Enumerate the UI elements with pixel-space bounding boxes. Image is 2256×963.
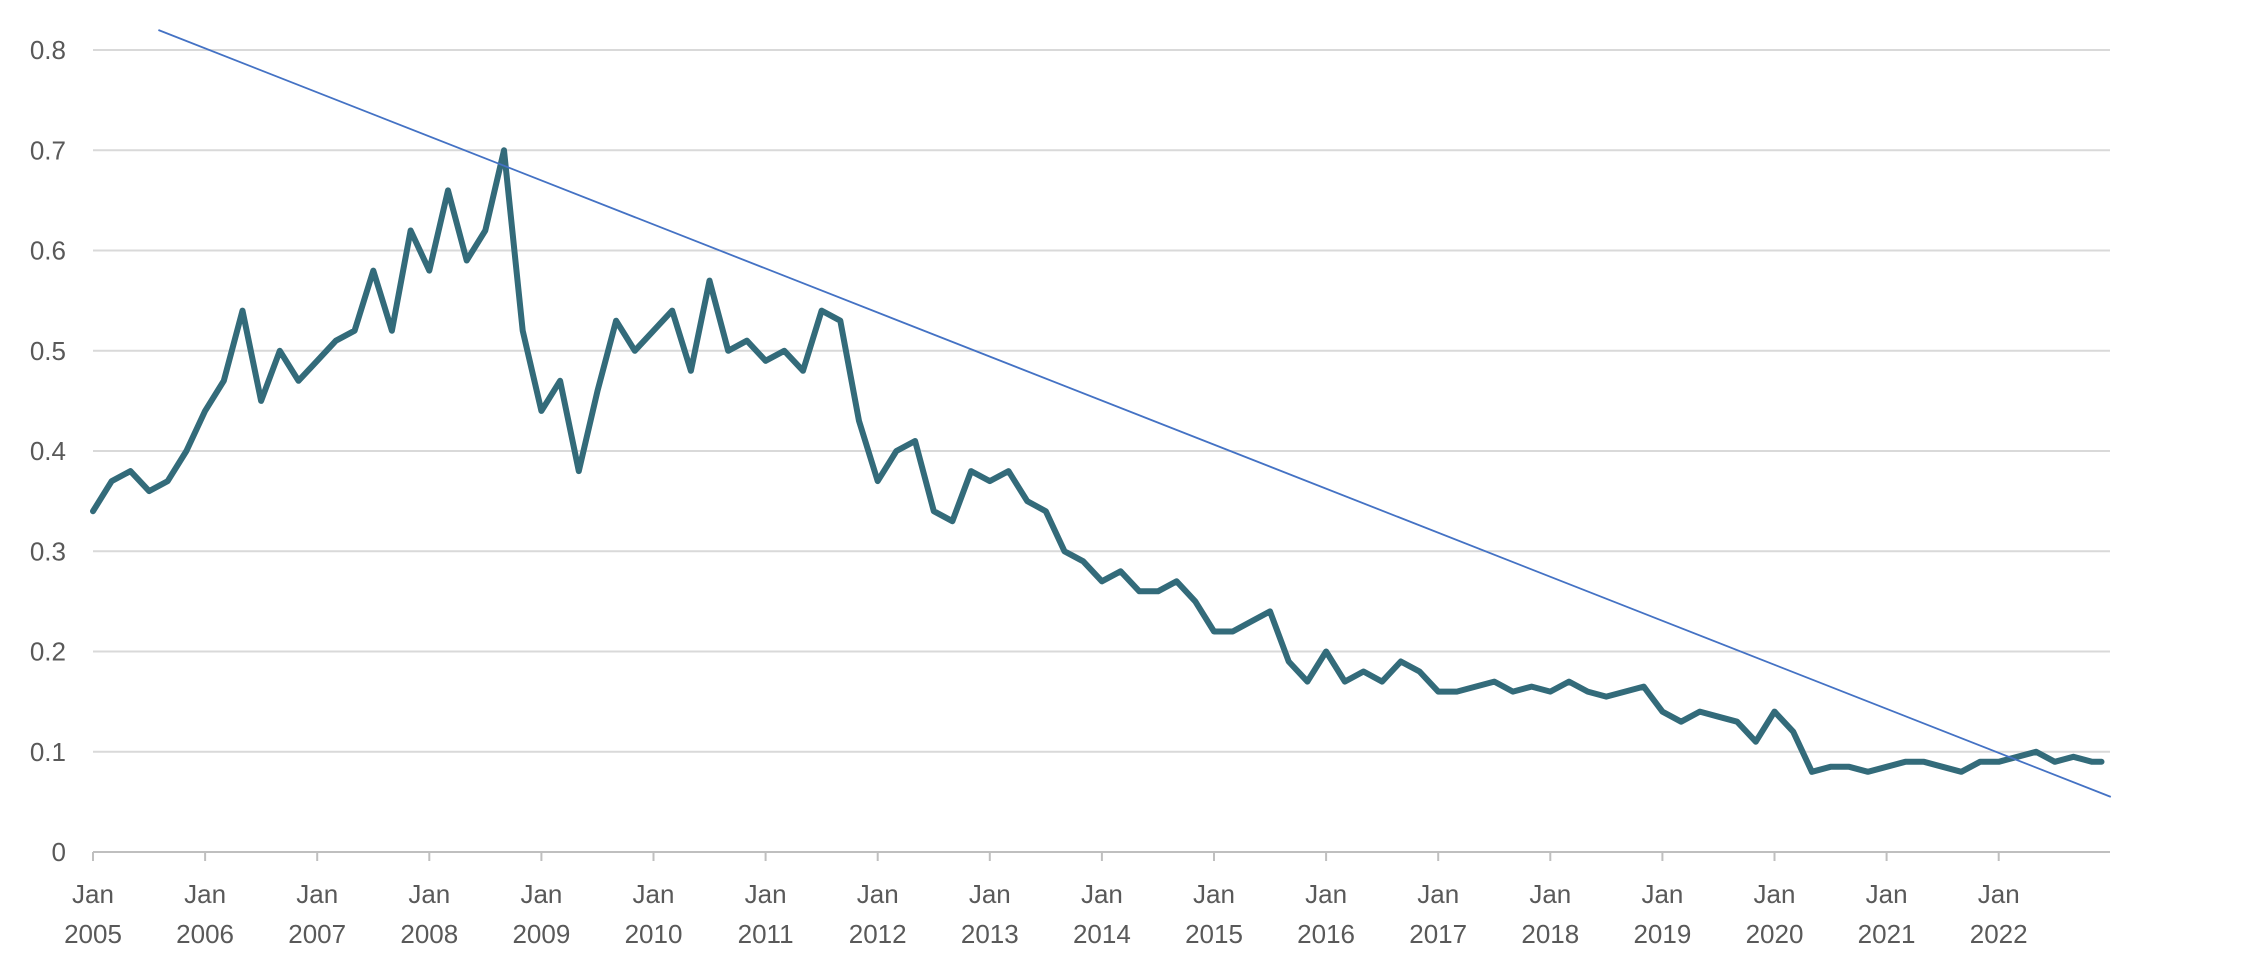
grid-layer — [93, 49, 2110, 753]
y-tick-label: 0.5 — [30, 336, 66, 366]
x-tick-label-month: Jan — [1081, 879, 1123, 909]
x-tick-label-month: Jan — [296, 879, 338, 909]
x-tick-label-month: Jan — [633, 879, 675, 909]
x-tick-label-month: Jan — [969, 879, 1011, 909]
x-tick-label-year: 2011 — [738, 919, 794, 949]
x-tick-label-year: 2010 — [625, 919, 683, 949]
y-tick-label: 0.4 — [30, 436, 66, 466]
x-tick-label-month: Jan — [745, 879, 787, 909]
label-layer: 0 0.1 0.2 0.3 0.4 0.5 0.6 0.7 0.8 Jan 2005 Jan 2006 J… — [30, 35, 2028, 949]
x-tick-label-month: Jan — [184, 879, 226, 909]
y-tick-label: 0.1 — [30, 737, 66, 767]
x-tick-label-year: 2013 — [961, 919, 1019, 949]
y-tick-label: 0.7 — [30, 135, 66, 165]
x-tick-label-month: Jan — [408, 879, 450, 909]
x-tick-label-year: 2007 — [288, 919, 346, 949]
x-tick-label-month: Jan — [1978, 879, 2020, 909]
x-tick-label-year: 2015 — [1185, 919, 1243, 949]
x-tick-label-year: 2009 — [512, 919, 570, 949]
x-tick-label-month: Jan — [1417, 879, 1459, 909]
x-tick-label-year: 2012 — [849, 919, 907, 949]
trend-line — [158, 29, 2112, 798]
y-tick-label: 0.2 — [30, 637, 66, 667]
main-series-line — [90, 147, 2105, 775]
x-tick-label-year: 2021 — [1858, 919, 1916, 949]
y-tick-label: 0.6 — [30, 236, 66, 266]
x-tick-label-month: Jan — [1754, 879, 1796, 909]
x-tick-label-month: Jan — [72, 879, 114, 909]
x-tick-label-month: Jan — [1305, 879, 1347, 909]
series-layer — [90, 29, 2112, 798]
y-tick-label: 0.8 — [30, 35, 66, 65]
x-tick-label-month: Jan — [1866, 879, 1908, 909]
y-tick-label: 0.3 — [30, 536, 66, 566]
x-tick-label-month: Jan — [1529, 879, 1571, 909]
x-tick-label-month: Jan — [1193, 879, 1235, 909]
x-tick-label-year: 2022 — [1970, 919, 2028, 949]
x-tick-label-year: 2020 — [1746, 919, 1804, 949]
x-tick-label-month: Jan — [520, 879, 562, 909]
x-tick-label-year: 2017 — [1409, 919, 1467, 949]
x-tick-label-year: 2018 — [1521, 919, 1579, 949]
x-tick-label-month: Jan — [857, 879, 899, 909]
x-tick-label-year: 2006 — [176, 919, 234, 949]
x-tick-label-year: 2008 — [400, 919, 458, 949]
axis-layer — [92, 851, 2110, 861]
x-tick-label-month: Jan — [1641, 879, 1683, 909]
y-tick-label: 0 — [52, 837, 66, 867]
x-tick-label-year: 2005 — [64, 919, 122, 949]
x-tick-label-year: 2019 — [1633, 919, 1691, 949]
x-tick-label-year: 2016 — [1297, 919, 1355, 949]
x-tick-label-year: 2014 — [1073, 919, 1131, 949]
